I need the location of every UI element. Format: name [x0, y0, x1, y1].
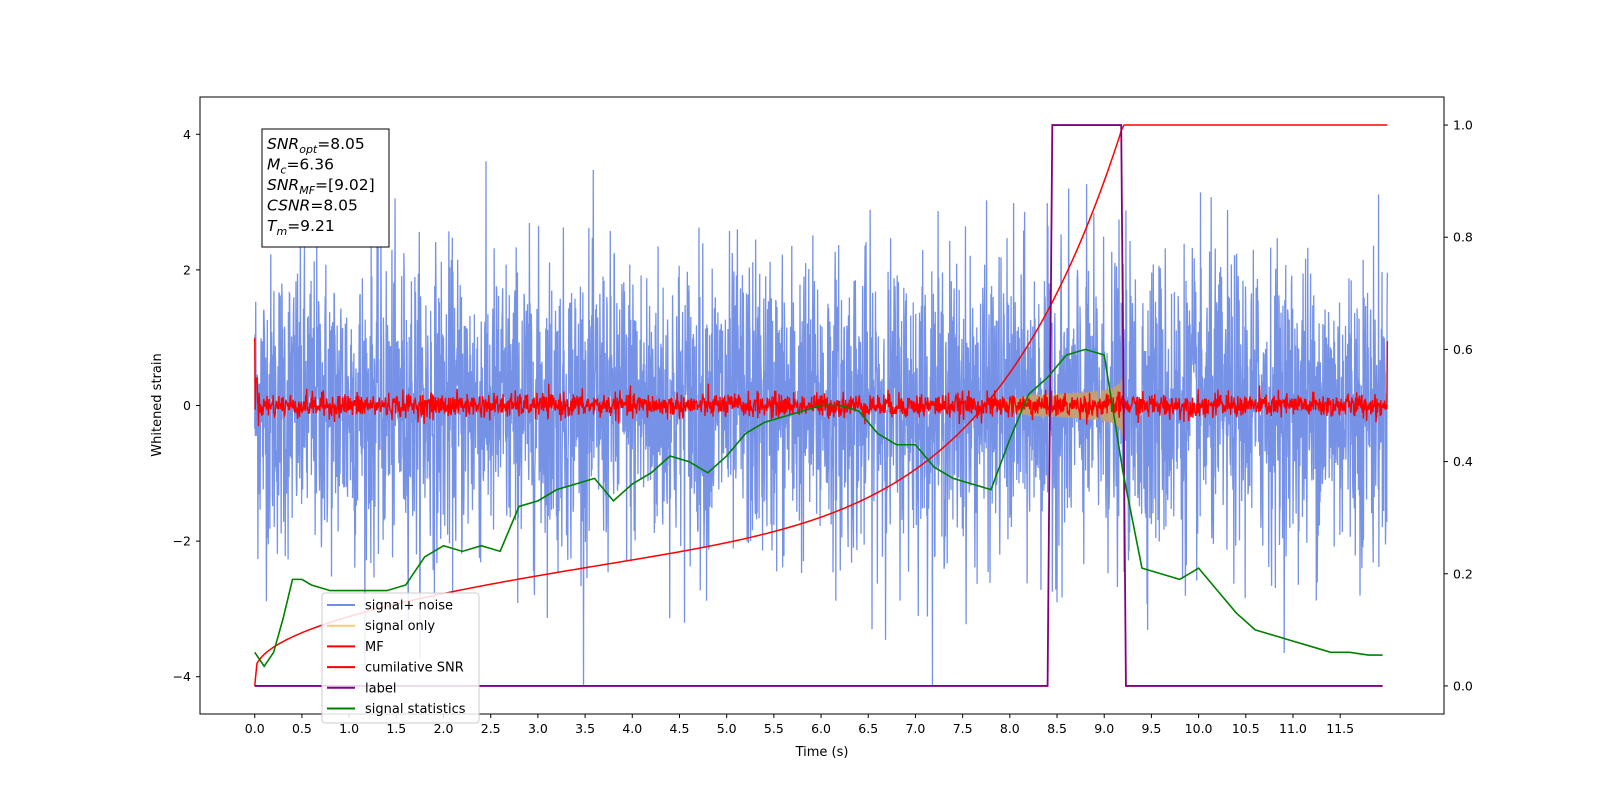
annotation-line: SNRMF=[9.02] — [267, 176, 375, 197]
x-tick-label: 11.0 — [1279, 721, 1307, 736]
legend: signal+ noise signal only MF cumilative SNR… — [321, 592, 480, 724]
x-tick-label: 2.5 — [481, 721, 501, 736]
legend-entry-label: signal only — [365, 619, 435, 634]
y-axis-right: 0.0 0.2 0.4 0.6 0.8 1.0 — [1444, 118, 1473, 693]
x-tick-label: 5.5 — [764, 721, 784, 736]
x-tick-label: 10.5 — [1232, 721, 1260, 736]
y-tick-label: 4 — [183, 127, 191, 142]
x-axis-label: Time (s) — [795, 745, 849, 760]
x-tick-label: 1.0 — [339, 721, 359, 736]
annotation-line: Mc=6.36 — [267, 156, 334, 177]
series-label-line — [254, 124, 1383, 687]
y2-tick-label: 0.2 — [1453, 566, 1473, 581]
legend-entry-label: MF — [365, 640, 384, 655]
legend-entry-label: label — [365, 681, 396, 696]
x-tick-label: 7.0 — [905, 721, 925, 736]
x-tick-label: 0.0 — [245, 721, 265, 736]
legend-entry-label: cumilative SNR — [365, 661, 464, 676]
y-tick-label: −4 — [173, 669, 191, 684]
y-tick-label: 2 — [183, 262, 191, 277]
series-mf-line — [254, 337, 1389, 427]
x-tick-label: 11.5 — [1326, 721, 1354, 736]
x-tick-label: 4.5 — [670, 721, 690, 736]
series-signal-noise-line — [254, 161, 1389, 685]
annotation-line: CSNR=8.05 — [267, 197, 358, 215]
x-tick-label: 9.5 — [1141, 721, 1161, 736]
annotation-line: Tm=9.21 — [267, 217, 335, 238]
x-tick-label: 8.0 — [1000, 721, 1020, 736]
x-tick-label: 10.0 — [1185, 721, 1213, 736]
y2-tick-label: 0.6 — [1453, 342, 1473, 357]
x-tick-label: 4.0 — [622, 721, 642, 736]
x-tick-label: 1.5 — [386, 721, 406, 736]
legend-frame — [321, 592, 480, 724]
x-tick-label: 6.0 — [811, 721, 831, 736]
y2-tick-label: 0.8 — [1453, 230, 1473, 245]
x-tick-label: 8.5 — [1047, 721, 1067, 736]
x-tick-label: 3.0 — [528, 721, 548, 736]
x-tick-label: 0.5 — [292, 721, 312, 736]
x-tick-label: 5.0 — [717, 721, 737, 736]
x-tick-label: 2.0 — [434, 721, 454, 736]
y-axis-label: Whitened strain — [150, 353, 165, 456]
x-tick-label: 3.5 — [575, 721, 595, 736]
x-axis: 0.0 0.5 1.0 1.5 2.0 2.5 3.0 3.5 4.0 4.5 5.0 5.5 6.0 6… — [245, 714, 1354, 736]
x-tick-label: 7.5 — [953, 721, 973, 736]
y2-tick-label: 1.0 — [1453, 118, 1473, 133]
y2-tick-label: 0.0 — [1453, 678, 1473, 693]
legend-entry-label: signal+ noise — [365, 599, 453, 614]
annotation-box-frame — [261, 128, 390, 248]
y2-tick-label: 0.4 — [1453, 454, 1473, 469]
y-tick-label: 0 — [183, 398, 191, 413]
y-tick-label: −2 — [173, 534, 191, 549]
legend-entry-label: signal statistics — [365, 702, 466, 717]
y-axis-left: −4 −2 0 2 4 — [173, 127, 200, 684]
series-signal-statistics-line — [254, 348, 1383, 668]
x-tick-label: 9.0 — [1094, 721, 1114, 736]
annotation-line: SNRopt=8.05 — [267, 135, 365, 156]
x-tick-label: 6.5 — [858, 721, 878, 736]
